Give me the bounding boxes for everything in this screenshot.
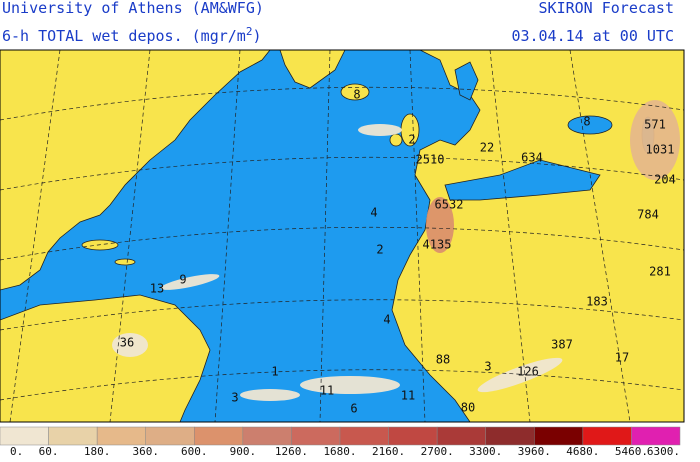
legend-label: 1260. [275,445,308,458]
product: SKIRON Forecast [539,0,674,17]
map-label: 13 [150,282,164,296]
map-label: 571 [644,118,666,132]
field-title: 6-h TOTAL wet depos. (mgr/m2) [2,25,262,45]
map-frame [0,49,685,423]
legend-swatch [96,426,146,446]
map-label: 17 [615,351,629,365]
field: 6-h TOTAL wet depos. (mgr/m [2,27,246,45]
map-label: 4 [383,313,390,327]
map-label: 784 [637,208,659,222]
legend-label: 3300. [469,445,502,458]
land [0,49,685,423]
map-label: 9 [179,273,186,287]
field-power: 2 [246,25,253,38]
deposition-areas [112,100,680,401]
legend-swatch [194,426,244,446]
legend-swatch [291,426,341,446]
map-label: 6 [350,402,357,416]
map-label: 204 [654,173,676,187]
valid-time: 03.04.14 at 00 UTC [511,27,674,45]
legend-label: 60. [39,445,59,458]
legend-swatch [48,426,98,446]
map-label: 8 [583,115,590,129]
map-label: 387 [551,338,573,352]
graticule [0,49,685,423]
map-label: 281 [649,265,671,279]
map-label: 634 [521,151,543,165]
map-label: 88 [436,353,450,367]
legend-swatch [485,426,535,446]
map-label: 1031 [646,143,675,157]
legend-label: 0. [10,445,23,458]
map-label: 126 [517,365,539,379]
map-label: 6532 [435,198,464,212]
map-label: 4135 [423,238,452,252]
map-label: 3 [484,360,491,374]
map-label: 80 [461,401,475,415]
legend-swatch [0,426,49,446]
map-label: 1 [271,365,278,379]
legend-swatch [631,426,681,446]
map-label: 22 [480,141,494,155]
map-label: 2510 [416,153,445,167]
legend-swatch [534,426,584,446]
map-label: 183 [586,295,608,309]
legend-swatch [388,426,438,446]
legend-swatch [582,426,632,446]
institution: University of Athens (AM&WFG) [2,0,264,17]
legend-label: 5460. [615,445,648,458]
legend-label: 6300. [647,445,680,458]
map-label: 2 [408,133,415,147]
legend-label: 1680. [323,445,356,458]
map-label: 4 [370,206,377,220]
legend-label: 2160. [372,445,405,458]
map-label: 8 [353,88,360,102]
legend-label: 180. [84,445,111,458]
legend-swatch [242,426,292,446]
legend-label: 4680. [566,445,599,458]
legend-swatch [145,426,195,446]
map-label: 11 [401,389,415,403]
legend-label: 900. [230,445,257,458]
map-label: 3 [231,391,238,405]
legend-swatch [339,426,389,446]
legend: 0. 60. 180. 360. 600. 900. 1260. 1680. 2160. 2700… [0,426,681,458]
legend-label: 3960. [518,445,551,458]
map-label: 2 [376,243,383,257]
field-end: ) [252,27,261,45]
legend-label: 2700. [421,445,454,458]
map-label: 36 [120,336,134,350]
map-label: 11 [320,384,334,398]
legend-swatch [436,426,486,446]
legend-label: 360. [132,445,159,458]
legend-label: 600. [181,445,208,458]
